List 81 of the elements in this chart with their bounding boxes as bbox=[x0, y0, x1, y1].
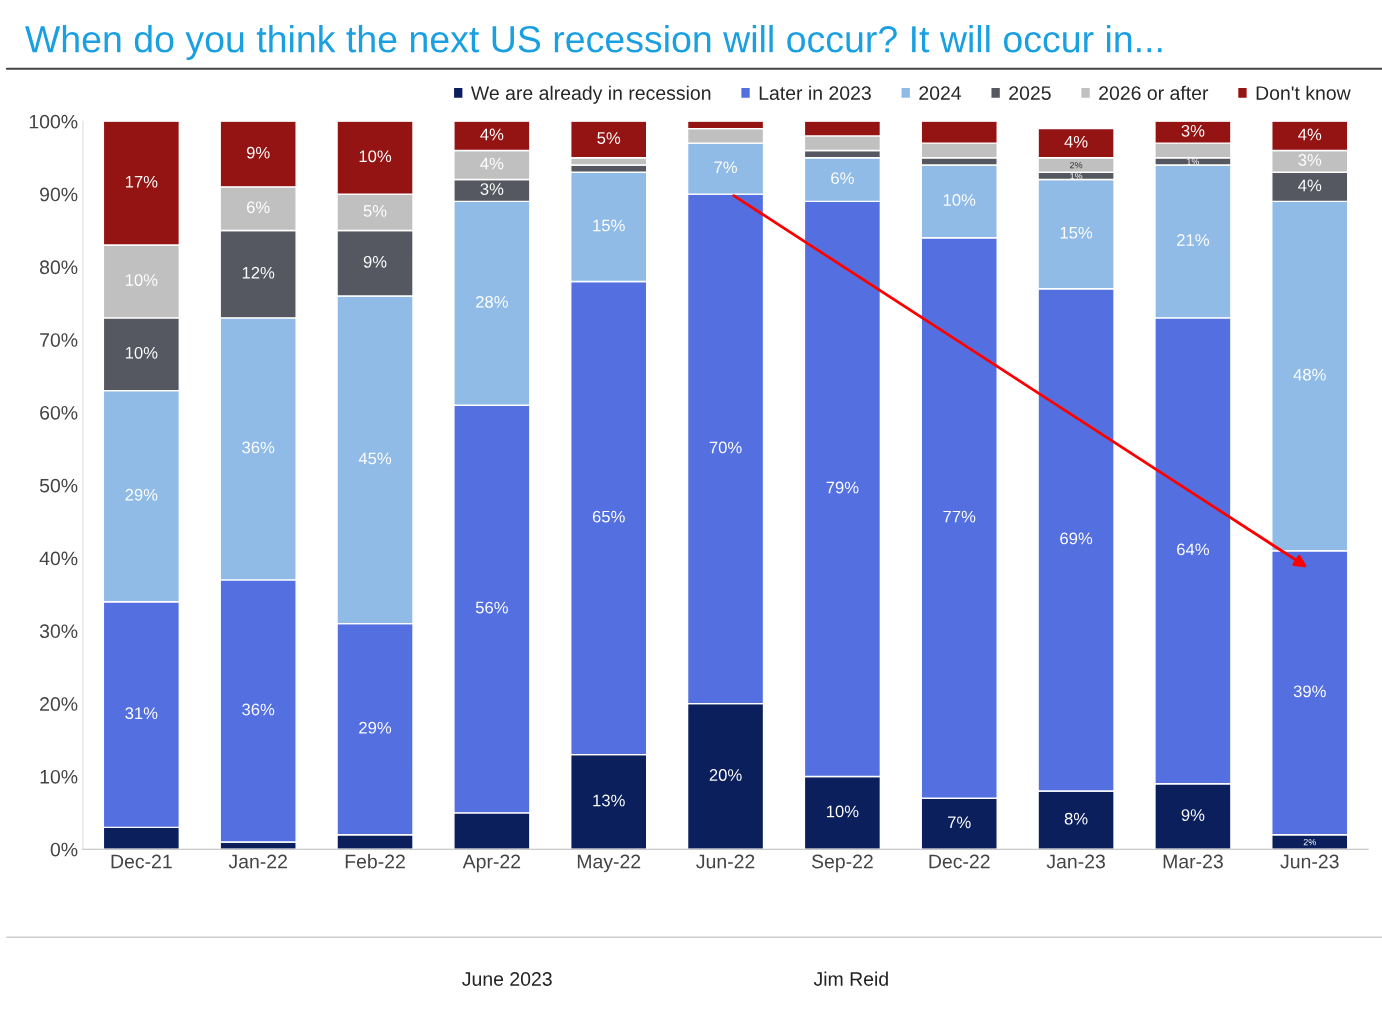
data-label: 39% bbox=[1293, 685, 1326, 698]
text: Jim Reid bbox=[813, 971, 888, 986]
data-label: 10% bbox=[359, 150, 392, 163]
data-label: 9% bbox=[1181, 809, 1205, 821]
data-label: 15% bbox=[1060, 226, 1093, 239]
data-label: 70% bbox=[709, 441, 742, 454]
legend-label: Don't know bbox=[1256, 85, 1351, 100]
data-label: 12% bbox=[242, 266, 275, 279]
y-tick-label: 20% bbox=[40, 697, 78, 711]
data-label: 65% bbox=[592, 510, 625, 523]
x-tick-label: Jun-22 bbox=[696, 854, 755, 869]
x-tick-label: Feb-22 bbox=[345, 854, 405, 869]
data-label: 2% bbox=[1303, 838, 1316, 846]
data-label: 10% bbox=[826, 805, 859, 818]
data-label: 77% bbox=[943, 510, 976, 523]
data-label: 69% bbox=[1060, 532, 1093, 545]
data-label: 10% bbox=[125, 274, 158, 286]
data-label: 1% bbox=[1070, 172, 1083, 180]
data-label: 7% bbox=[948, 816, 971, 829]
data-label: 4% bbox=[480, 128, 504, 141]
data-label: 48% bbox=[1293, 368, 1326, 381]
data-label: 21% bbox=[1177, 234, 1209, 246]
y-tick-label: 100% bbox=[29, 114, 78, 129]
chart-title: When do you think the next US recession will occur? It will occur in... bbox=[25, 24, 1162, 60]
y-tick-label: 60% bbox=[40, 405, 78, 420]
data-label: 17% bbox=[125, 175, 158, 188]
data-label: 10% bbox=[125, 346, 158, 359]
y-tick-label: 50% bbox=[39, 478, 78, 493]
data-label: 79% bbox=[826, 481, 859, 494]
x-tick-label: Dec-21 bbox=[111, 854, 172, 869]
data-label: 56% bbox=[475, 601, 508, 614]
data-label: 29% bbox=[359, 721, 392, 734]
y-tick-label: 80% bbox=[39, 260, 78, 275]
data-label: 9% bbox=[363, 255, 387, 268]
x-tick-label: Jan-23 bbox=[1046, 854, 1105, 869]
x-tick-label: Jun-23 bbox=[1280, 854, 1339, 869]
data-label: 36% bbox=[242, 703, 275, 716]
x-tick-label: Mar-23 bbox=[1163, 854, 1223, 869]
x-tick-label: Sep-22 bbox=[811, 854, 873, 873]
legend-label: Later in 2023 bbox=[759, 85, 871, 100]
legend-label: 2026 or after bbox=[1099, 85, 1209, 100]
data-label: 1% bbox=[1187, 158, 1200, 165]
data-label: 10% bbox=[943, 194, 976, 206]
data-label: 3% bbox=[1181, 124, 1205, 137]
data-label: 5% bbox=[363, 205, 387, 217]
data-label: 4% bbox=[1064, 135, 1088, 148]
y-tick-label: 0% bbox=[50, 842, 78, 857]
data-label: 4% bbox=[480, 157, 504, 170]
x-tick-label: Dec-22 bbox=[929, 854, 990, 869]
x-tick-label: Jan-22 bbox=[228, 854, 287, 869]
legend-label: We are already in recession bbox=[470, 85, 711, 104]
data-label: 64% bbox=[1177, 543, 1209, 556]
data-label: 13% bbox=[593, 794, 625, 807]
legend-label: 2025 bbox=[1009, 86, 1051, 100]
data-label: 3% bbox=[480, 183, 504, 195]
y-tick-label: 10% bbox=[40, 769, 78, 784]
y-tick-label: 70% bbox=[40, 333, 78, 347]
data-label: 15% bbox=[593, 219, 625, 232]
data-label: 2% bbox=[1070, 161, 1083, 169]
data-label: 36% bbox=[242, 441, 275, 454]
data-label: 4% bbox=[1298, 179, 1322, 192]
data-label: 20% bbox=[709, 769, 742, 781]
data-label: 28% bbox=[476, 295, 508, 308]
data-label: 7% bbox=[714, 161, 737, 174]
y-tick-label: 30% bbox=[39, 624, 78, 639]
data-label: 4% bbox=[1298, 128, 1322, 141]
data-label: 9% bbox=[246, 146, 270, 159]
y-tick-label: 40% bbox=[39, 551, 78, 566]
data-label: 3% bbox=[1298, 154, 1322, 166]
x-tick-label: May-22 bbox=[577, 854, 641, 873]
legend-label: 2024 bbox=[919, 86, 962, 100]
data-label: 8% bbox=[1064, 812, 1088, 825]
data-label: 31% bbox=[125, 707, 158, 720]
x-tick-label: Apr-22 bbox=[462, 854, 521, 873]
data-label: 5% bbox=[597, 132, 621, 144]
data-label: 6% bbox=[831, 172, 854, 185]
y-tick-label: 90% bbox=[40, 187, 78, 202]
data-label: 45% bbox=[358, 452, 392, 465]
text: June 2023 bbox=[462, 972, 552, 986]
data-label: 29% bbox=[125, 488, 158, 501]
data-label: 6% bbox=[246, 201, 270, 214]
